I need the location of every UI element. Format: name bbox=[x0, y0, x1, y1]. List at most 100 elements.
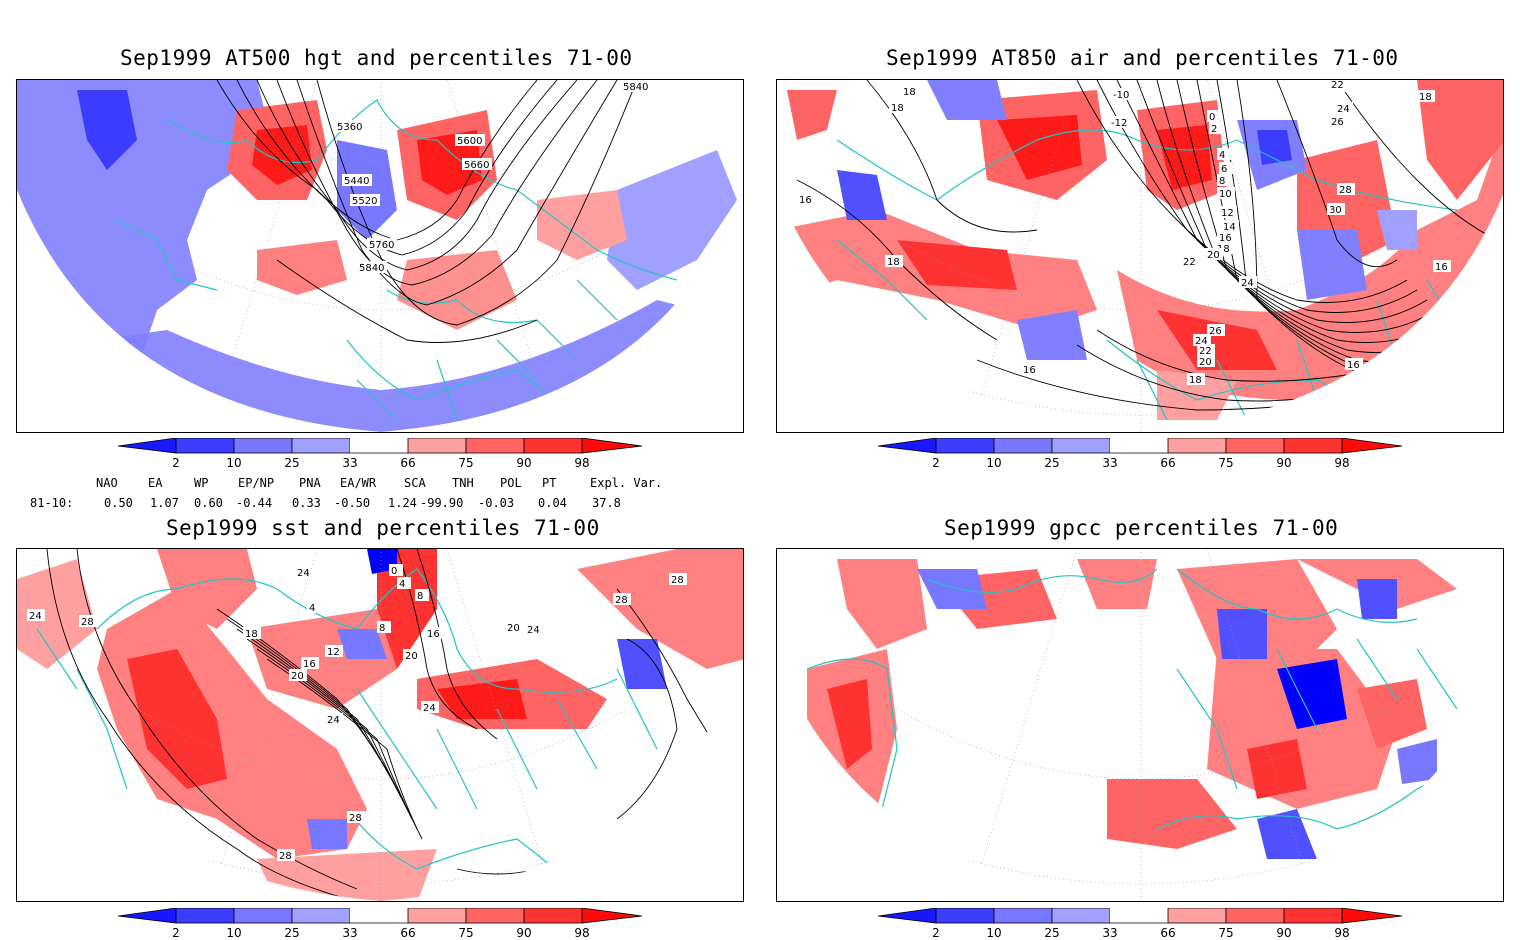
svg-text:-10: -10 bbox=[1113, 90, 1129, 101]
svg-text:28: 28 bbox=[671, 575, 684, 586]
svg-text:26: 26 bbox=[1331, 117, 1344, 128]
colorbar-tick-label: 2 bbox=[172, 926, 180, 940]
svg-text:20: 20 bbox=[1199, 357, 1212, 368]
svg-text:20: 20 bbox=[405, 651, 418, 662]
colorbar-segment bbox=[1283, 438, 1343, 454]
colorbar-segment bbox=[291, 438, 351, 454]
colorbar-segment bbox=[291, 908, 351, 924]
index-header: PNA bbox=[299, 476, 321, 490]
svg-text:28: 28 bbox=[349, 813, 362, 824]
svg-text:16: 16 bbox=[1219, 233, 1232, 244]
map-panel-gpcc bbox=[776, 548, 1504, 902]
contour-labels-sst: 24 28 24 0 4 8 4 8 18 16 12 16 20 20 24 … bbox=[27, 564, 687, 862]
panel-title-gpcc: Sep1999 gpcc percentiles 71-00 bbox=[944, 516, 1339, 540]
colorbar-tick-label: 33 bbox=[1102, 456, 1117, 470]
svg-text:22: 22 bbox=[1199, 346, 1212, 357]
contour-labels-hgt: 5840 5360 5600 5660 5440 5520 5760 5840 bbox=[335, 80, 651, 274]
colorbar-tick-label: 66 bbox=[1160, 926, 1175, 940]
colorbar-tick-label: 10 bbox=[986, 456, 1001, 470]
svg-text:2: 2 bbox=[1211, 124, 1217, 135]
svg-text:5840: 5840 bbox=[623, 82, 648, 93]
svg-text:16: 16 bbox=[1435, 262, 1448, 273]
index-header: PT bbox=[542, 476, 557, 490]
svg-text:24: 24 bbox=[1337, 104, 1350, 115]
svg-text:24: 24 bbox=[1195, 336, 1208, 347]
index-header: SCA bbox=[404, 476, 426, 490]
svg-text:16: 16 bbox=[303, 659, 316, 670]
svg-text:22: 22 bbox=[1183, 257, 1196, 268]
map-panel-sst: 24 28 24 0 4 8 4 8 18 16 12 16 20 20 24 … bbox=[16, 548, 744, 902]
svg-text:4: 4 bbox=[309, 603, 315, 614]
colorbar-tick-label: 2 bbox=[932, 456, 940, 470]
colorbar-segment bbox=[523, 908, 583, 924]
index-value: 1.07 bbox=[150, 496, 179, 510]
svg-text:28: 28 bbox=[1339, 185, 1352, 196]
svg-text:16: 16 bbox=[1347, 360, 1360, 371]
map-sst: 24 28 24 0 4 8 4 8 18 16 12 16 20 20 24 … bbox=[17, 549, 743, 901]
panel-title-air850: Sep1999 AT850 air and percentiles 71-00 bbox=[886, 46, 1399, 70]
colorbar-arrow-low bbox=[877, 438, 937, 454]
colorbar-bottom-right: 2 10 25 33 66 75 90 98 bbox=[877, 908, 1403, 940]
colorbar-tick-label: 25 bbox=[1044, 926, 1059, 940]
map-air850: 18 18 -10 -12 0 2 22 24 26 18 28 30 4 6 … bbox=[777, 80, 1503, 432]
svg-text:5600: 5600 bbox=[457, 136, 482, 147]
index-header: POL bbox=[500, 476, 522, 490]
svg-text:28: 28 bbox=[81, 617, 94, 628]
svg-text:5760: 5760 bbox=[369, 240, 394, 251]
colorbar-tick-label: 33 bbox=[342, 456, 357, 470]
svg-text:5440: 5440 bbox=[344, 176, 369, 187]
index-value: 0.04 bbox=[538, 496, 567, 510]
index-value: 0.50 bbox=[104, 496, 133, 510]
colorbar-arrow-high bbox=[581, 908, 643, 924]
corner-right bbox=[381, 194, 743, 432]
colorbar-segment bbox=[1225, 438, 1285, 454]
colorbar-tick-label: 75 bbox=[458, 456, 473, 470]
colorbar-tick-label: 2 bbox=[172, 456, 180, 470]
index-value: 37.8 bbox=[592, 496, 621, 510]
svg-text:28: 28 bbox=[615, 595, 628, 606]
svg-text:24: 24 bbox=[327, 715, 340, 726]
svg-text:18: 18 bbox=[903, 87, 916, 98]
colorbar-segment bbox=[523, 438, 583, 454]
colorbar-segment bbox=[175, 908, 235, 924]
svg-text:0: 0 bbox=[391, 566, 397, 577]
svg-text:18: 18 bbox=[1419, 92, 1432, 103]
svg-text:-12: -12 bbox=[1111, 118, 1127, 129]
svg-text:18: 18 bbox=[1217, 244, 1230, 255]
colorbar-arrow-high bbox=[1341, 438, 1403, 454]
colorbar-segment bbox=[1110, 438, 1168, 453]
svg-text:4: 4 bbox=[399, 579, 405, 590]
colorbar-tick-label: 98 bbox=[574, 456, 589, 470]
colorbar-segment bbox=[233, 438, 293, 454]
colorbar-segment bbox=[465, 438, 525, 454]
index-row-label: 81-10: bbox=[30, 496, 74, 510]
svg-text:8: 8 bbox=[379, 623, 385, 634]
contours-sst bbox=[46, 549, 738, 900]
colorbar-segment bbox=[1167, 438, 1227, 454]
colorbar-tick-label: 90 bbox=[1276, 926, 1291, 940]
colorbar-tick-label: 75 bbox=[1218, 926, 1233, 940]
svg-text:16: 16 bbox=[1023, 365, 1036, 376]
colorbar-tick-label: 10 bbox=[226, 926, 241, 940]
corner-left bbox=[17, 190, 381, 432]
svg-text:6: 6 bbox=[1221, 164, 1227, 175]
index-value: 0.60 bbox=[194, 496, 223, 510]
anomaly-strong-below bbox=[77, 90, 137, 170]
svg-text:5360: 5360 bbox=[337, 122, 362, 133]
colorbar-tick-label: 33 bbox=[1102, 926, 1117, 940]
colorbar-segment bbox=[1283, 908, 1343, 924]
anomaly-below-center bbox=[337, 140, 397, 240]
colorbar-segment bbox=[407, 438, 467, 454]
map-panel-air850: 18 18 -10 -12 0 2 22 24 26 18 28 30 4 6 … bbox=[776, 79, 1504, 433]
svg-text:24: 24 bbox=[29, 611, 42, 622]
colorbar-top-left: 2 10 25 33 66 75 90 98 bbox=[117, 438, 643, 470]
svg-text:4: 4 bbox=[1219, 150, 1225, 161]
colorbar-top-right: 2 10 25 33 66 75 90 98 bbox=[877, 438, 1403, 470]
svg-text:24: 24 bbox=[423, 703, 436, 714]
colorbar-tick-label: 98 bbox=[1334, 456, 1349, 470]
svg-text:24: 24 bbox=[297, 568, 310, 579]
svg-text:20: 20 bbox=[1207, 250, 1220, 261]
colorbar-tick-label: 90 bbox=[516, 456, 531, 470]
colorbar-tick-label: 2 bbox=[932, 926, 940, 940]
index-header: Expl. Var. bbox=[590, 476, 663, 490]
